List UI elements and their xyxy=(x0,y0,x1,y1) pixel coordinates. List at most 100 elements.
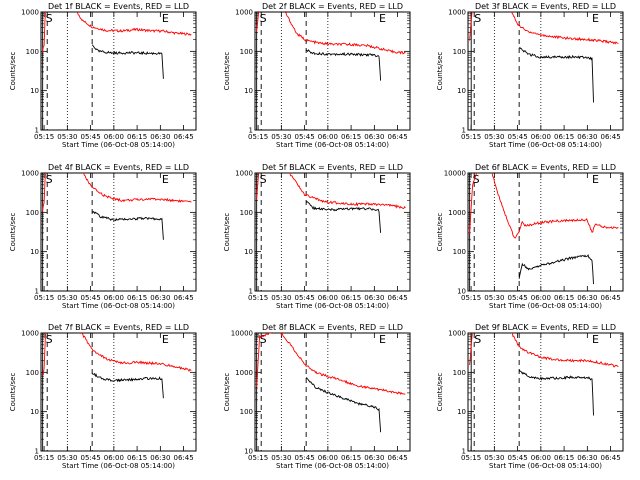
y-tick-label: 100 xyxy=(26,48,39,56)
x-axis-label: Start Time (06-Oct-08 05:14:00) xyxy=(276,141,389,149)
x-tick-label: 06:30 xyxy=(150,454,170,462)
plot-frame xyxy=(467,332,624,452)
y-tick-label: 1000 xyxy=(21,9,39,17)
x-tick-label: 06:30 xyxy=(364,454,384,462)
marker-e: E xyxy=(592,333,599,346)
x-tick-label: 06:45 xyxy=(601,133,621,141)
y-tick-label: 10 xyxy=(30,248,39,256)
lld-series-line xyxy=(469,173,619,239)
x-axis-label: Start Time (06-Oct-08 05:14:00) xyxy=(62,141,175,149)
lld-series-line xyxy=(42,333,192,376)
events-series-line xyxy=(91,210,164,240)
panel-title: Det 9f BLACK = Events, RED = LLD xyxy=(475,323,616,332)
panel-2: Det 2f BLACK = Events, RED = LLD 1 10 100 10… xyxy=(223,2,411,149)
x-tick-label: 05:30 xyxy=(271,454,291,462)
x-tick-label: 05:15 xyxy=(248,294,268,302)
y-axis-label: Counts/sec xyxy=(223,52,231,91)
y-tick-label: 1 xyxy=(462,448,466,456)
x-tick-label: 06:15 xyxy=(554,294,574,302)
x-tick-label: 06:30 xyxy=(577,294,597,302)
lld-series-line xyxy=(256,333,406,396)
marker-e: E xyxy=(379,12,386,25)
x-tick-label: 05:45 xyxy=(295,454,315,462)
x-tick-label: 06:15 xyxy=(341,133,361,141)
y-tick-label: 1 xyxy=(35,127,39,135)
y-tick-label: 10 xyxy=(30,87,39,95)
x-axis-label: Start Time (06-Oct-08 05:14:00) xyxy=(489,302,602,310)
y-tick-label: 10 xyxy=(457,288,466,296)
plot-frame xyxy=(467,11,624,131)
x-tick-label: 05:30 xyxy=(57,133,77,141)
panel-title: Det 4f BLACK = Events, RED = LLD xyxy=(48,163,189,172)
x-tick-label: 05:30 xyxy=(484,294,504,302)
x-axis-label: Start Time (06-Oct-08 05:14:00) xyxy=(276,302,389,310)
plot-frame xyxy=(40,332,197,452)
x-tick-label: 06:00 xyxy=(318,454,338,462)
events-series-line xyxy=(91,44,164,79)
plot-frame xyxy=(40,172,197,292)
panel-4: Det 4f BLACK = Events, RED = LLD 1 10 100 10… xyxy=(9,163,197,310)
panel-title: Det 7f BLACK = Events, RED = LLD xyxy=(48,323,189,332)
x-tick-label: 06:30 xyxy=(150,294,170,302)
marker-s: S xyxy=(260,333,267,346)
x-tick-label: 06:00 xyxy=(531,294,551,302)
y-axis-label: Counts/sec xyxy=(436,373,444,412)
x-tick-label: 06:45 xyxy=(388,454,408,462)
events-series-line xyxy=(305,200,382,233)
y-tick-label: 1 xyxy=(249,127,253,135)
y-tick-label: 100 xyxy=(26,369,39,377)
marker-s: S xyxy=(474,333,481,346)
x-tick-label: 05:15 xyxy=(461,454,481,462)
x-tick-label: 06:45 xyxy=(601,294,621,302)
y-tick-label: 100 xyxy=(453,48,466,56)
marker-s: S xyxy=(260,12,267,25)
x-tick-label: 06:15 xyxy=(554,454,574,462)
marker-e: E xyxy=(379,333,386,346)
panel-7: Det 7f BLACK = Events, RED = LLD 1 10 100 10… xyxy=(9,323,197,470)
y-tick-label: 10 xyxy=(457,87,466,95)
x-tick-label: 06:15 xyxy=(341,454,361,462)
x-tick-label: 05:30 xyxy=(57,454,77,462)
x-tick-label: 06:45 xyxy=(174,454,194,462)
events-series-line xyxy=(518,369,594,416)
y-axis-label: Counts/sec xyxy=(9,213,17,252)
y-axis-label: Counts/sec xyxy=(436,52,444,91)
x-tick-label: 05:45 xyxy=(81,294,101,302)
x-tick-label: 06:30 xyxy=(364,133,384,141)
y-tick-label: 100 xyxy=(240,48,253,56)
marker-e: E xyxy=(162,333,169,346)
x-tick-label: 05:30 xyxy=(484,454,504,462)
x-tick-label: 05:45 xyxy=(81,454,101,462)
lld-series-line xyxy=(42,12,192,53)
marker-s: S xyxy=(46,333,53,346)
x-axis-label: Start Time (06-Oct-08 05:14:00) xyxy=(62,462,175,470)
x-tick-label: 05:15 xyxy=(248,454,268,462)
panel-title: Det 2f BLACK = Events, RED = LLD xyxy=(262,2,403,11)
y-tick-label: 1 xyxy=(462,127,466,135)
y-tick-label: 10 xyxy=(244,448,253,456)
lld-series-line xyxy=(469,333,619,368)
y-tick-label: 10 xyxy=(457,408,466,416)
x-tick-label: 06:45 xyxy=(388,133,408,141)
x-tick-label: 05:30 xyxy=(271,294,291,302)
y-tick-label: 1 xyxy=(249,288,253,296)
y-tick-label: 1000 xyxy=(448,209,466,217)
marker-s: S xyxy=(474,12,481,25)
x-tick-label: 05:30 xyxy=(271,133,291,141)
x-axis-label: Start Time (06-Oct-08 05:14:00) xyxy=(489,141,602,149)
x-tick-label: 06:15 xyxy=(554,133,574,141)
x-axis-label: Start Time (06-Oct-08 05:14:00) xyxy=(62,302,175,310)
y-tick-label: 10 xyxy=(244,87,253,95)
x-tick-label: 05:45 xyxy=(295,294,315,302)
x-tick-label: 06:00 xyxy=(104,454,124,462)
y-tick-label: 10000 xyxy=(231,330,253,338)
y-tick-label: 10 xyxy=(244,248,253,256)
lld-series-line xyxy=(469,12,619,45)
events-series-line xyxy=(305,377,382,433)
plot-frame xyxy=(254,332,411,452)
y-tick-label: 1000 xyxy=(448,330,466,338)
marker-e: E xyxy=(592,12,599,25)
x-tick-label: 06:30 xyxy=(364,294,384,302)
y-tick-label: 1000 xyxy=(21,330,39,338)
y-tick-label: 1000 xyxy=(235,369,253,377)
